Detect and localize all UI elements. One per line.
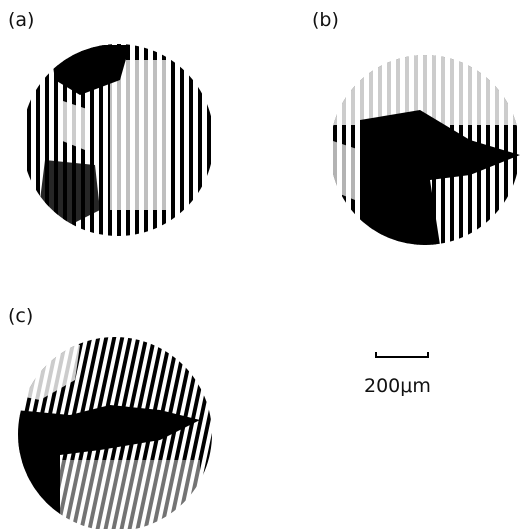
panel-label: (a): [8, 9, 34, 31]
micrograph-c: [10, 335, 225, 529]
panel-label: (c): [8, 305, 33, 327]
micrograph-b: [328, 50, 521, 250]
panel-label: (b): [312, 9, 339, 31]
figure: (a) (b) (c) 200μm: [0, 0, 521, 529]
scale-bar-label: 200μm: [364, 375, 431, 397]
micrograph-a: [20, 40, 220, 240]
